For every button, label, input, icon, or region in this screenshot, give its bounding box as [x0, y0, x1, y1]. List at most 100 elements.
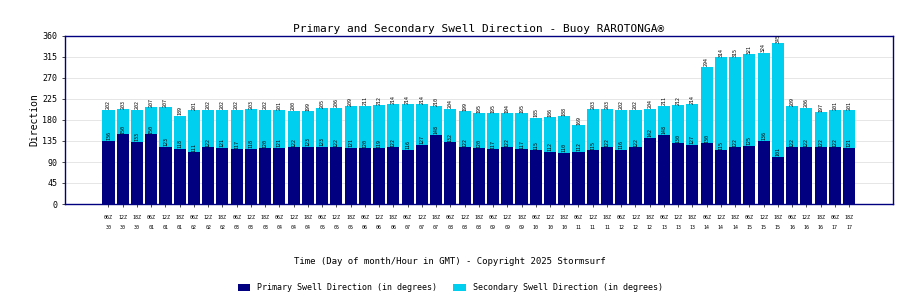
Bar	[501, 147, 513, 204]
Bar	[672, 143, 684, 204]
Text: 203: 203	[605, 100, 609, 109]
Text: 05: 05	[333, 225, 339, 230]
Text: 03: 03	[234, 225, 239, 230]
Text: 10: 10	[562, 225, 567, 230]
Text: 18Z: 18Z	[474, 215, 483, 220]
Bar	[458, 111, 471, 204]
Text: 15: 15	[775, 225, 781, 230]
Text: 30: 30	[120, 225, 126, 230]
Text: 11: 11	[575, 225, 581, 230]
Bar	[629, 110, 642, 204]
Bar	[715, 150, 727, 204]
Text: 195: 195	[519, 103, 524, 112]
Text: 18Z: 18Z	[560, 215, 569, 220]
Text: 200: 200	[291, 101, 296, 110]
Text: 125: 125	[747, 136, 752, 145]
Text: 118: 118	[177, 140, 182, 148]
Text: 122: 122	[391, 138, 396, 147]
Text: 12Z: 12Z	[460, 215, 469, 220]
Text: 211: 211	[363, 96, 367, 105]
Text: 12: 12	[647, 225, 652, 230]
Text: 122: 122	[832, 138, 837, 147]
Bar	[843, 148, 855, 204]
Text: 202: 202	[263, 100, 267, 109]
Text: 18Z: 18Z	[432, 215, 441, 220]
Bar	[230, 149, 243, 204]
Bar	[130, 110, 143, 204]
Text: 199: 199	[305, 102, 310, 111]
Text: 211: 211	[662, 96, 667, 105]
Bar	[416, 104, 428, 204]
Text: 10: 10	[547, 225, 553, 230]
Text: 122: 122	[462, 138, 467, 147]
Text: 06Z: 06Z	[788, 215, 796, 220]
Text: 118: 118	[248, 140, 254, 148]
Text: 185: 185	[534, 108, 538, 117]
Text: 12Z: 12Z	[203, 215, 212, 220]
Bar	[715, 58, 727, 204]
Text: 12Z: 12Z	[545, 215, 554, 220]
Text: 10: 10	[533, 225, 539, 230]
Bar	[572, 125, 585, 204]
Bar	[530, 118, 542, 204]
Bar	[274, 148, 285, 204]
Bar	[345, 106, 356, 204]
Text: 112: 112	[547, 142, 553, 151]
Text: 12Z: 12Z	[247, 215, 256, 220]
Bar	[644, 109, 656, 204]
Text: 209: 209	[348, 97, 353, 106]
Text: 130: 130	[676, 134, 680, 143]
Bar	[188, 152, 200, 204]
Text: 06Z: 06Z	[831, 215, 840, 220]
Text: 150: 150	[148, 124, 154, 134]
Text: 202: 202	[220, 100, 225, 109]
Text: 189: 189	[177, 106, 182, 115]
Bar	[373, 148, 385, 204]
Text: 116: 116	[618, 140, 624, 149]
Bar	[302, 111, 314, 204]
Text: 197: 197	[818, 103, 824, 112]
Bar	[245, 149, 257, 204]
Bar	[800, 108, 813, 204]
Bar	[445, 142, 456, 204]
Text: 210: 210	[434, 97, 438, 106]
Text: 30: 30	[105, 225, 112, 230]
Text: 06Z: 06Z	[147, 215, 156, 220]
Text: 120: 120	[263, 139, 267, 148]
Bar	[316, 108, 328, 204]
Text: 117: 117	[519, 140, 524, 149]
Text: 03: 03	[248, 225, 254, 230]
Text: 01: 01	[163, 225, 168, 230]
Text: 203: 203	[248, 100, 254, 109]
Text: 06Z: 06Z	[660, 215, 669, 220]
Text: 110: 110	[562, 143, 567, 152]
Text: 123: 123	[163, 137, 168, 146]
Text: 202: 202	[234, 100, 239, 109]
Bar	[687, 145, 698, 204]
Text: 04: 04	[305, 225, 310, 230]
Bar	[814, 112, 827, 204]
Text: 18Z: 18Z	[645, 215, 654, 220]
Bar	[359, 106, 371, 204]
Bar	[245, 109, 257, 204]
Text: 207: 207	[148, 98, 154, 107]
Bar	[772, 43, 784, 204]
Text: 12Z: 12Z	[589, 215, 598, 220]
Text: 206: 206	[804, 98, 809, 107]
Text: 201: 201	[847, 101, 851, 110]
Text: 121: 121	[277, 138, 282, 147]
Bar	[758, 53, 770, 204]
Text: 06Z: 06Z	[360, 215, 369, 220]
Text: Time (Day of month/Hour in GMT) - Copyright 2025 Stormsurf: Time (Day of month/Hour in GMT) - Copyri…	[294, 256, 606, 266]
Text: 02: 02	[191, 225, 197, 230]
Bar	[472, 113, 485, 204]
Text: 12Z: 12Z	[374, 215, 383, 220]
Bar	[772, 157, 784, 204]
Text: 18Z: 18Z	[517, 215, 526, 220]
Text: 116: 116	[405, 140, 410, 149]
Text: 18Z: 18Z	[261, 215, 270, 220]
Text: 122: 122	[505, 138, 509, 147]
Text: 121: 121	[220, 138, 225, 147]
Text: 30: 30	[134, 225, 140, 230]
Text: 18Z: 18Z	[731, 215, 740, 220]
